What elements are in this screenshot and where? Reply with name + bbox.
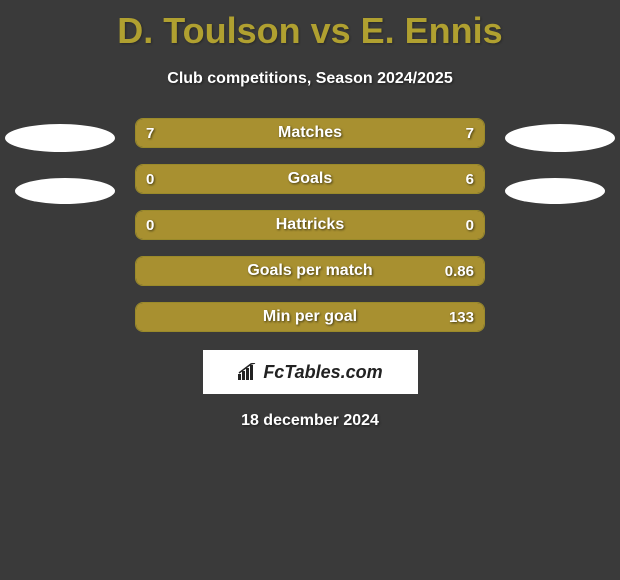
stat-label: Goals per match [136, 257, 484, 285]
stat-value-right: 6 [466, 165, 474, 193]
page-title: D. Toulson vs E. Ennis [0, 0, 620, 52]
chart-icon [237, 363, 259, 381]
stat-value-right: 133 [449, 303, 474, 331]
date-text: 18 december 2024 [0, 412, 620, 430]
stat-value-right: 0 [466, 211, 474, 239]
player-badge-right-2 [505, 178, 605, 204]
stat-value-right: 7 [466, 119, 474, 147]
fctables-logo[interactable]: FcTables.com [203, 350, 418, 394]
stat-value-right: 0.86 [445, 257, 474, 285]
stat-row-matches: 7 Matches 7 [135, 118, 485, 148]
subtitle: Club competitions, Season 2024/2025 [0, 70, 620, 88]
stat-label: Min per goal [136, 303, 484, 331]
player-badge-left-2 [15, 178, 115, 204]
stat-label: Matches [136, 119, 484, 147]
stat-label: Goals [136, 165, 484, 193]
stat-row-min-per-goal: Min per goal 133 [135, 302, 485, 332]
stat-row-hattricks: 0 Hattricks 0 [135, 210, 485, 240]
player-badge-left-1 [5, 124, 115, 152]
stat-row-goals: 0 Goals 6 [135, 164, 485, 194]
player-badge-right-1 [505, 124, 615, 152]
stats-container: 7 Matches 7 0 Goals 6 0 Hattricks 0 Goal… [135, 118, 485, 332]
stat-label: Hattricks [136, 211, 484, 239]
logo-text: FcTables.com [263, 362, 382, 383]
stat-row-goals-per-match: Goals per match 0.86 [135, 256, 485, 286]
